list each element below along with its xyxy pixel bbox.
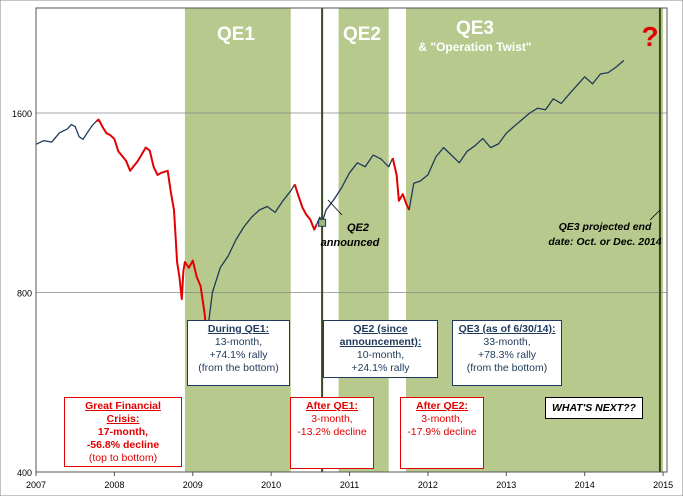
x-tick-label: 2014 [575, 480, 595, 490]
during-qe1-line1: 13-month, [214, 336, 263, 348]
x-tick-label: 2012 [418, 480, 438, 490]
after-qe1-line2: -13.2% decline [297, 426, 367, 438]
series-segment-6 [408, 59, 625, 211]
qe3-box-title: QE3 (as of 6/30/14): [458, 323, 556, 335]
whats-next-text: WHAT'S NEXT?? [552, 402, 636, 414]
gfc-box-line3: (top to bottom) [88, 452, 158, 464]
whats-next-box: WHAT'S NEXT?? [545, 397, 643, 419]
gfc-box-line2: -56.8% decline [86, 439, 160, 451]
x-tick-label: 2011 [340, 480, 359, 490]
x-tick-label: 2009 [183, 480, 203, 490]
region-qe1 [184, 8, 291, 472]
qe3-end-pointer [649, 209, 661, 221]
after-qe2-title: After QE2: [416, 400, 468, 412]
region-qe2 [338, 8, 389, 472]
after-qe1-box: After QE1: 3-month, -13.2% decline [290, 397, 374, 469]
after-qe2-line2: -17.9% decline [407, 426, 477, 438]
markers [318, 8, 661, 472]
after-qe1-title: After QE1: [306, 400, 358, 412]
gfc-box-line1: 17-month, [97, 426, 149, 438]
y-tick-label: 400 [17, 468, 32, 478]
series-segment-1 [95, 118, 208, 337]
qe1-label: QE1 [217, 24, 255, 45]
qe3-subtitle: & "Operation Twist" [418, 40, 531, 54]
qe2-box-line2: +24.1% rally [351, 362, 410, 374]
qe2-label: QE2 [343, 24, 381, 45]
qe3-box-line1: 33-month, [483, 336, 531, 348]
qe3-box: QE3 (as of 6/30/14): 33-month, +78.3% ra… [452, 320, 562, 386]
y-axis-ticks: 400 800 1600 [12, 109, 32, 478]
series-segment-0 [35, 120, 97, 145]
series-segment-2 [206, 183, 296, 337]
series-segment-3 [293, 183, 318, 231]
after-qe1-line1: 3-month, [311, 413, 353, 425]
x-tick-label: 2010 [261, 480, 281, 490]
series-segment-5 [391, 157, 411, 211]
qe2-announced-pointer [327, 199, 343, 216]
after-qe2-line1: 3-month, [421, 413, 463, 425]
during-qe1-box: During QE1: 13-month, +74.1% rally (from… [187, 320, 290, 386]
x-tick-label: 2007 [26, 480, 46, 490]
question-mark: ? [641, 21, 658, 52]
qe2-announced-point [318, 218, 327, 227]
qe2-announced-line2: announced [321, 237, 380, 249]
y-tick-label: 800 [17, 289, 32, 299]
region-qe3 [405, 8, 664, 472]
during-qe1-line2: +74.1% rally [209, 349, 268, 361]
x-axis-ticks: 2007 2008 2009 2010 2011 2012 2013 2014 2015 [26, 472, 673, 490]
qe3-end-line1: QE3 projected end [559, 221, 652, 233]
plot-frame [35, 7, 668, 473]
during-qe1-line3: (from the bottom) [198, 362, 279, 374]
qe3-end-line2: date: Oct. or Dec. 2014 [548, 236, 661, 248]
qe3-label: QE3 [456, 18, 494, 39]
x-tick-label: 2008 [104, 480, 124, 490]
qe-regions [184, 8, 664, 472]
qe2-box-title2: announcement): [339, 336, 422, 348]
x-tick-label: 2015 [653, 480, 673, 490]
qe2-box-line1: 10-month, [356, 349, 405, 361]
x-tick-label: 2013 [496, 480, 516, 490]
qe2-box-title: QE2 (since [353, 323, 408, 335]
after-qe2-box: After QE2: 3-month, -17.9% decline [400, 397, 484, 469]
qe3-box-line2: +78.3% rally [477, 349, 537, 361]
gfc-box-title: Great Financial Crisis: [85, 400, 161, 425]
qe2-announced-line1: QE2 [347, 222, 369, 234]
grid-lines [36, 112, 667, 293]
qe3-box-line3: (from the bottom) [466, 362, 548, 374]
during-qe1-title: During QE1: [207, 323, 270, 335]
y-tick-label: 1600 [12, 109, 32, 119]
qe2-box: QE2 (since announcement): 10-month, +24.… [323, 320, 438, 378]
gfc-box: Great Financial Crisis: 17-month, -56.8%… [64, 397, 182, 467]
